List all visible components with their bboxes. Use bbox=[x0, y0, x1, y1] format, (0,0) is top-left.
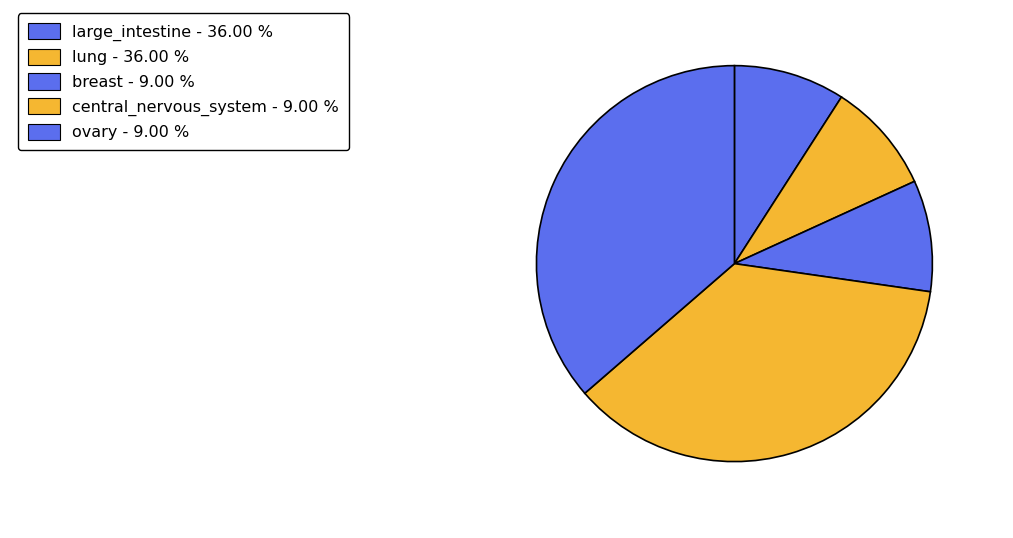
Legend: large_intestine - 36.00 %, lung - 36.00 %, breast - 9.00 %, central_nervous_syst: large_intestine - 36.00 %, lung - 36.00 … bbox=[18, 13, 348, 150]
Wedge shape bbox=[585, 264, 930, 462]
Wedge shape bbox=[734, 97, 915, 264]
Wedge shape bbox=[537, 66, 734, 393]
Wedge shape bbox=[734, 181, 932, 292]
Wedge shape bbox=[734, 66, 842, 264]
